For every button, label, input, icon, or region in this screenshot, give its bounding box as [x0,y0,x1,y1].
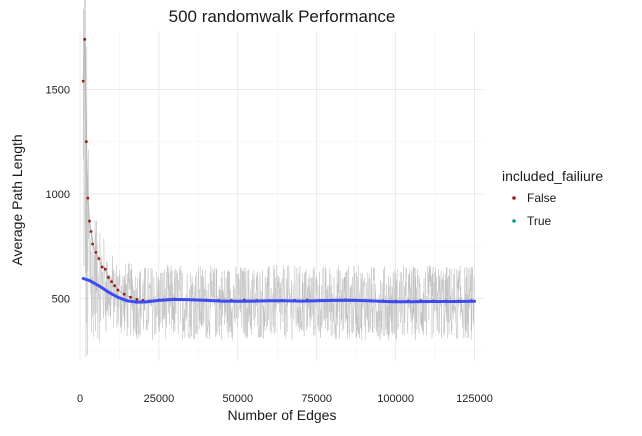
axis-layer: 0 25000 50000 75000 100000 125000 500 1000 1500 [46,84,493,405]
noise-layer [82,0,475,357]
legend-key-false [512,196,516,200]
y-tick-label: 1000 [46,189,70,201]
data-point-envelope [91,242,95,246]
data-point-envelope [89,230,93,233]
data-point-envelope [94,250,98,254]
data-point-envelope [88,219,91,223]
x-tick-label: 125000 [456,393,493,405]
legend-title: included_failiure [502,168,603,184]
x-tick-label: 75000 [301,393,332,405]
data-point-envelope [113,284,117,288]
data-point-envelope [83,37,87,41]
x-tick-label: 0 [77,393,83,405]
trend-line-layer [81,277,476,304]
legend-label-false: False [527,191,557,205]
data-point-envelope [81,79,85,83]
data-point-envelope [110,280,113,284]
legend: included_failiure False True [502,168,603,228]
y-tick-label: 500 [52,293,70,305]
x-tick-label: 100000 [377,393,414,405]
legend-key-true [512,219,516,223]
data-point-envelope [97,257,101,261]
data-point-envelope [107,276,110,279]
data-point-envelope [84,140,88,144]
data-point-envelope [122,292,126,296]
data-point-envelope [116,288,120,292]
data-point-envelope [129,295,132,299]
trend-line [81,277,476,304]
data-point-envelope [135,297,139,301]
chart-title: 500 randomwalk Performance [169,7,396,26]
x-tick-label: 50000 [223,393,254,405]
x-tick-label: 25000 [144,393,175,405]
y-axis-title: Average Path Length [9,134,25,265]
legend-label-true: True [527,214,552,228]
data-point-envelope [86,196,90,200]
x-axis-title: Number of Edges [228,407,337,423]
series-false-noise-line [82,0,475,357]
y-tick-label: 1500 [46,84,70,96]
data-point-envelope [103,267,107,271]
data-point-envelope [100,265,104,269]
